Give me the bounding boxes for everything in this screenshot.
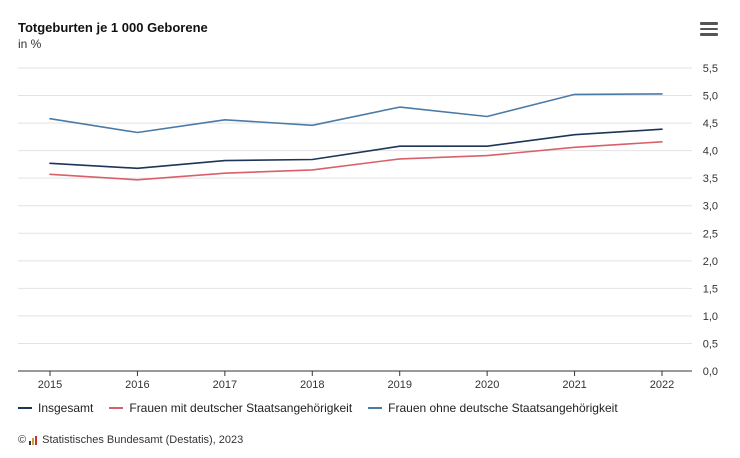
y-tick-label: 5,5: [703, 63, 718, 75]
y-tick-label: 2,0: [703, 256, 718, 268]
y-tick-label: 3,0: [703, 201, 718, 213]
y-tick-label: 4,0: [703, 146, 718, 158]
series-line-3: [49, 93, 663, 134]
legend-label: Frauen ohne deutsche Staatsangehörigkeit: [388, 401, 618, 415]
y-tick-label: 1,5: [703, 283, 718, 295]
x-tick-label: 2016: [125, 379, 149, 391]
legend-swatch: [368, 407, 383, 409]
legend-swatch: [109, 407, 124, 409]
y-tick-label: 3,5: [703, 173, 718, 185]
legend-item[interactable]: Frauen mit deutscher Staatsangehörigkeit: [109, 401, 352, 415]
x-tick-label: 2015: [38, 379, 62, 391]
legend-item[interactable]: Insgesamt: [18, 401, 93, 415]
legend-label: Insgesamt: [38, 401, 94, 415]
chart-legend: Insgesamt Frauen mit deutscher Staatsang…: [18, 401, 618, 415]
copyright-symbol: ©: [18, 434, 27, 446]
series-line-1: [49, 128, 663, 170]
legend-item[interactable]: Frauen ohne deutsche Staatsangehörigkeit: [368, 401, 618, 415]
x-tick-label: 2022: [650, 379, 674, 391]
chart-title: Totgeburten je 1 000 Geborene: [18, 20, 208, 35]
y-tick-label: 2,5: [703, 228, 718, 240]
legend-swatch: [18, 407, 32, 409]
y-tick-label: 5,0: [703, 91, 718, 103]
line-chart: 0,0 0,5 1,0 1,5 2,0 2,5 3,0 3,5 4,0 4,5 5,0 5,5 2015…: [18, 63, 718, 391]
x-tick-label: 2018: [300, 379, 324, 391]
x-tick-label: 2017: [213, 379, 237, 391]
chart-subtitle: in %: [18, 37, 42, 51]
destatis-logo-icon: [29, 435, 38, 445]
y-tick-label: 4,5: [703, 118, 718, 130]
x-tick-label: 2020: [475, 379, 499, 391]
y-tick-label: 0,0: [703, 366, 718, 378]
source-credit: © Statistisches Bundesamt (Destatis), 20…: [18, 434, 243, 446]
x-tick-label: 2019: [387, 379, 411, 391]
source-text[interactable]: Statistisches Bundesamt (Destatis), 2023: [42, 434, 244, 446]
hamburger-menu-icon[interactable]: [700, 22, 718, 38]
legend-label: Frauen mit deutscher Staatsangehörigkeit: [129, 401, 353, 415]
x-tick-label: 2021: [562, 379, 586, 391]
series-line-2: [49, 141, 663, 181]
y-tick-label: 1,0: [703, 311, 718, 323]
y-tick-label: 0,5: [703, 338, 718, 350]
